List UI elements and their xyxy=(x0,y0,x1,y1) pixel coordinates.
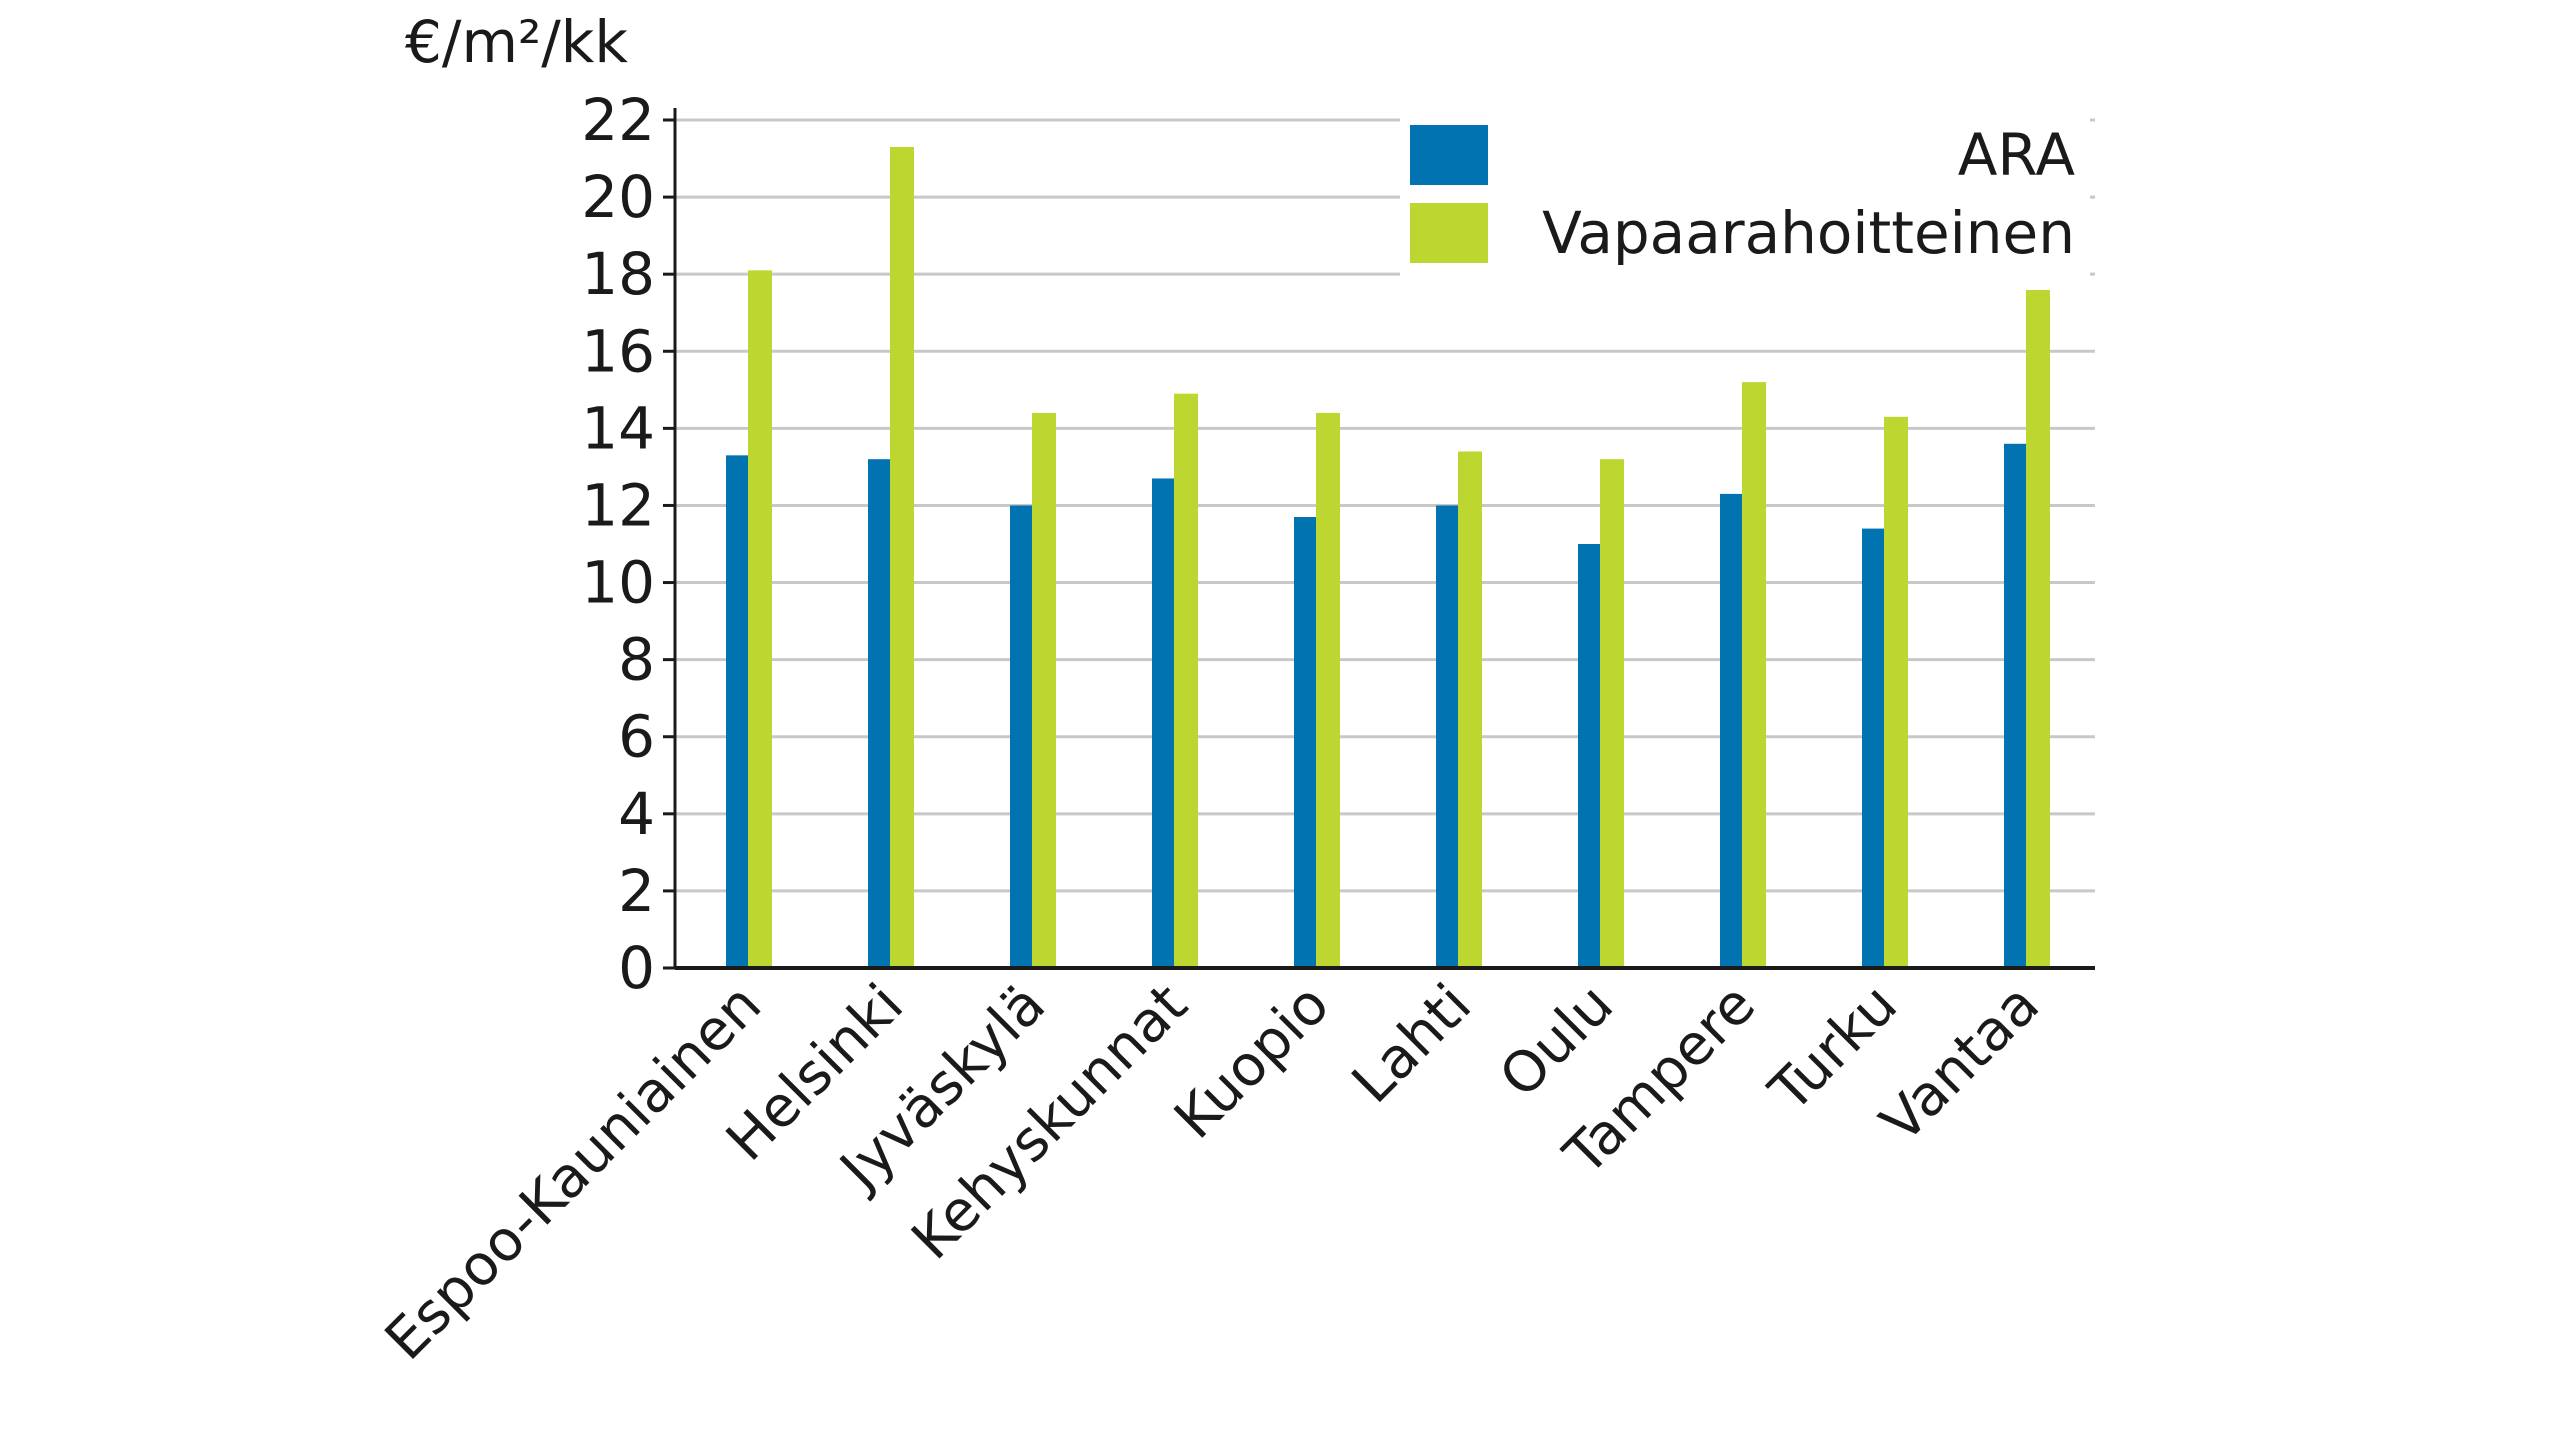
bar-ara xyxy=(726,455,750,968)
legend: ARA Vapaarahoitteinen xyxy=(1400,100,2090,290)
x-category-label: Vantaa xyxy=(1869,972,2052,1155)
bar-ara xyxy=(868,459,892,968)
bar-vapaarahoitteinen xyxy=(1316,412,1340,969)
bar-vapaarahoitteinen xyxy=(1458,451,1482,968)
y-tick-label: 12 xyxy=(581,471,655,539)
axes xyxy=(663,108,2095,970)
y-tick-label: 14 xyxy=(581,394,655,462)
bar-vapaarahoitteinen xyxy=(1600,459,1624,968)
y-tick-labels: 0 2 4 6 8 10 12 14 16 18 20 22 xyxy=(581,86,655,1002)
bar-ara xyxy=(1152,478,1176,968)
bar-vapaarahoitteinen xyxy=(890,146,914,968)
bar-vapaarahoitteinen xyxy=(748,270,772,968)
y-tick-label: 20 xyxy=(581,163,655,231)
legend-swatch xyxy=(1410,125,1488,185)
x-category-labels: Espoo-KauniainenHelsinkiJyväskyläKehysku… xyxy=(373,972,2052,1373)
y-tick-label: 0 xyxy=(618,934,655,1002)
legend-background xyxy=(1400,100,2090,290)
bar-vapaarahoitteinen xyxy=(1742,382,1766,968)
bar-ara xyxy=(1436,505,1460,968)
bar-ara xyxy=(1578,544,1602,968)
bar-vapaarahoitteinen xyxy=(1174,393,1198,968)
y-tick-label: 8 xyxy=(618,626,655,694)
y-tick-label: 22 xyxy=(581,86,655,154)
bar-vapaarahoitteinen xyxy=(1884,416,1908,968)
bar-ara xyxy=(1720,493,1744,968)
y-tick-label: 6 xyxy=(618,703,655,771)
bar-vapaarahoitteinen xyxy=(1032,412,1056,969)
y-tick-label: 18 xyxy=(581,240,655,308)
bar-ara xyxy=(1294,517,1318,968)
y-tick-label: 2 xyxy=(618,857,655,925)
bar-ara xyxy=(1862,528,1886,968)
bar-ara xyxy=(1010,505,1034,968)
y-tick-label: 4 xyxy=(618,780,655,848)
legend-swatch xyxy=(1410,203,1488,263)
legend-label: ARA xyxy=(1958,121,2076,189)
legend-label: Vapaarahoitteinen xyxy=(1542,199,2075,267)
bars xyxy=(726,146,2050,969)
bar-vapaarahoitteinen xyxy=(2026,274,2050,968)
y-axis-unit-label: €/m²/kk xyxy=(405,8,628,76)
x-category-label: Espoo-Kauniainen xyxy=(373,972,774,1373)
x-category-label: Lahti xyxy=(1340,972,1484,1116)
y-tick-label: 16 xyxy=(581,317,655,385)
y-tick-label: 10 xyxy=(581,549,655,617)
x-category-label: Kuopio xyxy=(1162,972,1342,1152)
bar-ara xyxy=(2004,443,2028,968)
